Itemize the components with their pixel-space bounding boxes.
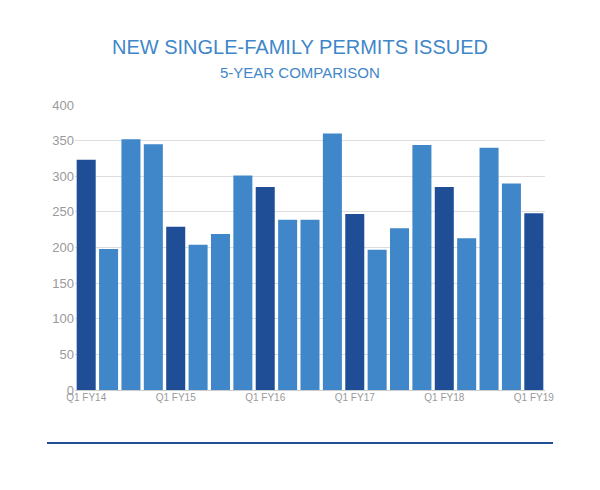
svg-text:Q1 FY14: Q1 FY14 xyxy=(66,392,106,403)
svg-text:Q1 FY15: Q1 FY15 xyxy=(156,392,196,403)
svg-text:Q1 FY19: Q1 FY19 xyxy=(514,392,554,403)
svg-text:100: 100 xyxy=(52,311,74,326)
svg-text:5-YEAR COMPARISON: 5-YEAR COMPARISON xyxy=(220,64,380,81)
svg-text:400: 400 xyxy=(52,98,74,113)
svg-text:0: 0 xyxy=(67,383,74,398)
svg-text:150: 150 xyxy=(52,276,74,291)
svg-text:250: 250 xyxy=(52,204,74,219)
svg-text:50: 50 xyxy=(60,347,74,362)
svg-text:350: 350 xyxy=(52,133,74,148)
svg-text:200: 200 xyxy=(52,240,74,255)
svg-text:NEW SINGLE-FAMILY PERMITS ISSU: NEW SINGLE-FAMILY PERMITS ISSUED xyxy=(112,36,488,58)
svg-text:300: 300 xyxy=(52,169,74,184)
svg-text:Q1 FY16: Q1 FY16 xyxy=(245,392,285,403)
svg-text:Q1 FY17: Q1 FY17 xyxy=(335,392,375,403)
svg-text:Q1 FY18: Q1 FY18 xyxy=(424,392,464,403)
